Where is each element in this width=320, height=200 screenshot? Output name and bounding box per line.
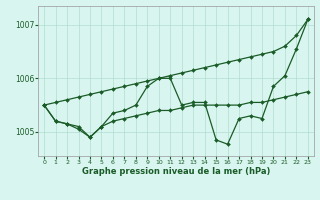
X-axis label: Graphe pression niveau de la mer (hPa): Graphe pression niveau de la mer (hPa)	[82, 167, 270, 176]
